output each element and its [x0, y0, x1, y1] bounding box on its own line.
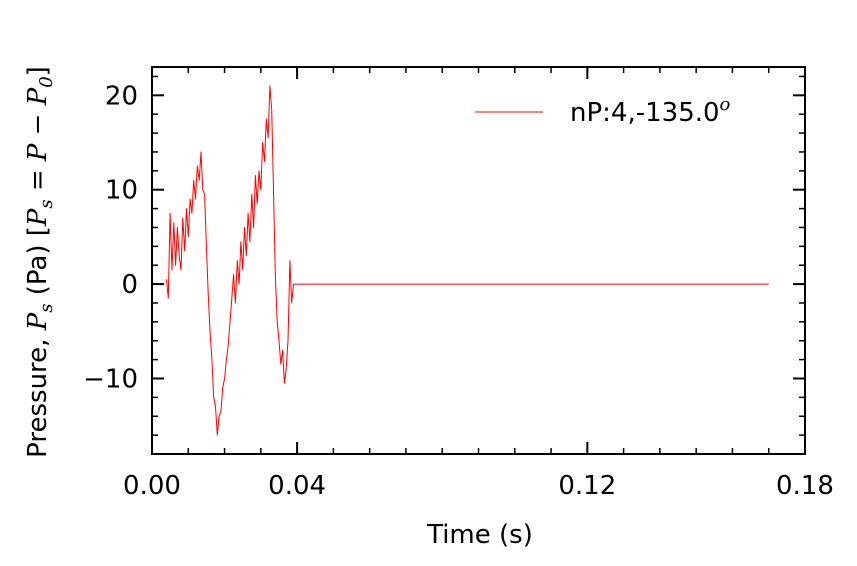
y-axis-title: Pressure, Ps (Pa) [Ps = P − P0] — [23, 66, 57, 458]
x-tick-labels: 0.00 0.04 0.12 0.18 — [123, 471, 834, 501]
plot-area — [152, 67, 805, 454]
y-tick-label: 0 — [121, 270, 138, 300]
legend: nP:4,-135.0o — [475, 94, 731, 128]
series-group — [166, 85, 769, 436]
y-tick-label: 20 — [105, 81, 138, 111]
plot-frame — [151, 66, 806, 455]
x-tick-label: 0.04 — [268, 471, 326, 501]
x-tick-label: 0.00 — [123, 471, 181, 501]
x-axis-title: Time (s) — [426, 520, 533, 550]
y-tick-label: −10 — [83, 364, 138, 394]
x-tick-label: 0.12 — [558, 471, 616, 501]
y-tick-label: 10 — [105, 176, 138, 206]
series-line — [166, 85, 769, 436]
y-tick-labels: −10 0 10 20 — [83, 81, 138, 394]
legend-label: nP:4,-135.0o — [570, 94, 731, 128]
x-tick-label: 0.18 — [776, 471, 834, 501]
